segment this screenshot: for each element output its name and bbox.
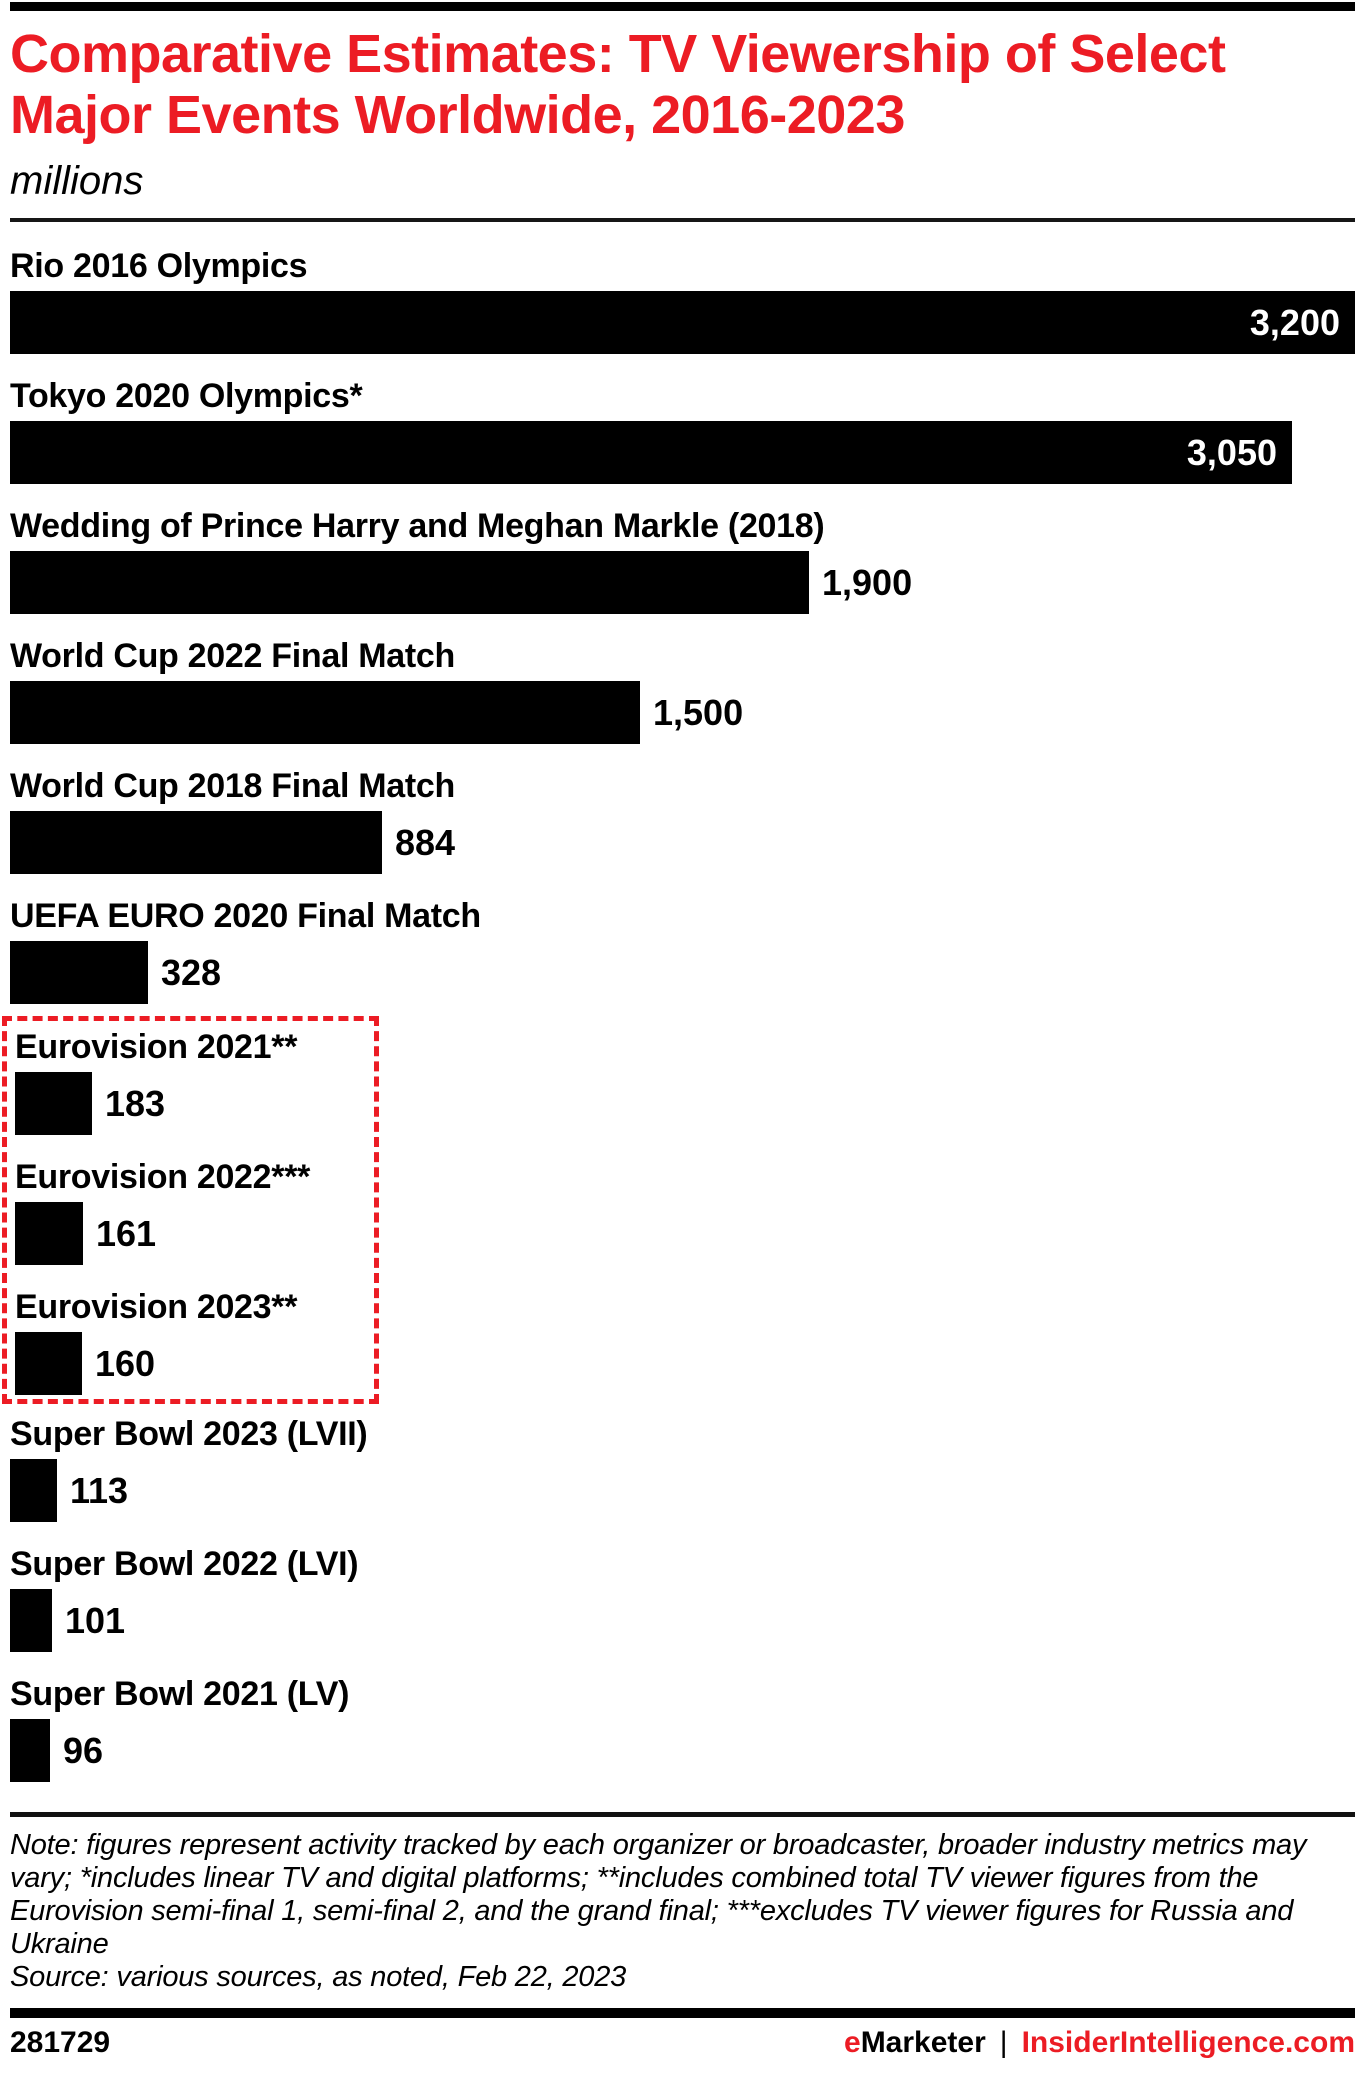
bar-value: 113	[70, 1469, 129, 1511]
bottom-rule-bar	[10, 2008, 1355, 2018]
bar-row: Rio 2016 Olympics 3,200	[10, 248, 1355, 354]
bar-category-label: Tokyo 2020 Olympics*	[10, 377, 363, 415]
bar	[10, 681, 640, 744]
bar-category-label: Eurovision 2022***	[15, 1158, 311, 1196]
bar-value: 101	[65, 1599, 126, 1641]
bar-row: Super Bowl 2022 (LVI) 101	[10, 1546, 1355, 1652]
bar	[10, 1589, 52, 1652]
bar-value: 1,500	[653, 691, 744, 733]
bar-value: 160	[95, 1342, 156, 1384]
bar-row: UEFA EURO 2020 Final Match 328	[10, 898, 1355, 1004]
bar-row: Super Bowl 2023 (LVII) 113	[10, 1416, 1355, 1522]
bar	[10, 941, 148, 1004]
bar-category-label: Wedding of Prince Harry and Meghan Markl…	[10, 507, 825, 545]
footer-row: 281729 eMarketer | InsiderIntelligence.c…	[10, 2026, 1355, 2060]
bar-category-label: Eurovision 2021**	[15, 1028, 298, 1066]
chart-title: Comparative Estimates: TV Viewership of …	[10, 24, 1226, 145]
bar-value: 884	[395, 821, 456, 863]
bar-row: Super Bowl 2021 (LV) 96	[10, 1676, 1355, 1782]
chart-id: 281729	[10, 2026, 111, 2059]
emarketer-logo: eMarketer	[844, 2026, 986, 2060]
bar	[15, 1202, 83, 1265]
bar	[10, 551, 809, 614]
bar	[10, 811, 382, 874]
bar-row: Eurovision 2021** 183	[15, 1029, 364, 1135]
bar-line: 113	[10, 1459, 1355, 1522]
source-text: Source: various sources, as noted, Feb 2…	[10, 1961, 627, 1993]
eurovision-highlight-box: Eurovision 2021** 183 Eurovision 2022*** 16…	[2, 1016, 379, 1404]
bar-category-label: Super Bowl 2023 (LVII)	[10, 1415, 368, 1453]
bar	[15, 1332, 82, 1395]
bar	[10, 1719, 50, 1782]
header-divider	[10, 218, 1355, 222]
bar-line: 96	[10, 1719, 1355, 1782]
top-rule-bar	[10, 2, 1355, 11]
bar-category-label: Rio 2016 Olympics	[10, 247, 308, 285]
insider-intelligence-link[interactable]: InsiderIntelligence.com	[1021, 2026, 1355, 2059]
bar-line: 3,200	[10, 291, 1355, 354]
bar-line: 3,050	[10, 421, 1355, 484]
bar-value: 161	[96, 1212, 157, 1254]
bar-value: 328	[161, 951, 222, 993]
bar-row: Tokyo 2020 Olympics* 3,050	[10, 378, 1355, 484]
bar-row: Eurovision 2023** 160	[15, 1289, 364, 1395]
bar-line: 328	[10, 941, 1355, 1004]
bar-line: 1,900	[10, 551, 1355, 614]
bar-line: 1,500	[10, 681, 1355, 744]
bar-value: 3,200	[1249, 301, 1340, 343]
bar-row: World Cup 2018 Final Match 884	[10, 768, 1355, 874]
bar: 3,050	[10, 421, 1292, 484]
bar-line: 101	[10, 1589, 1355, 1652]
bar-line: 160	[15, 1332, 364, 1395]
bar-row: World Cup 2022 Final Match 1,500	[10, 638, 1355, 744]
bar-category-label: World Cup 2018 Final Match	[10, 767, 455, 805]
note-text: Note: figures represent activity tracked…	[10, 1829, 1307, 1960]
bar-value: 183	[105, 1082, 166, 1124]
brand-lockup: eMarketer | InsiderIntelligence.com	[844, 2026, 1355, 2060]
emarketer-logo-e: e	[844, 2026, 861, 2059]
bar-rows-main: Rio 2016 Olympics 3,200 Tokyo 2020 Olympic…	[10, 248, 1355, 1004]
bar-line: 884	[10, 811, 1355, 874]
bar-row: Wedding of Prince Harry and Meghan Markl…	[10, 508, 1355, 614]
bar-line: 183	[15, 1072, 364, 1135]
bar-value: 3,050	[1186, 431, 1277, 473]
bar	[10, 1459, 57, 1522]
chart-unit-subtitle: millions	[10, 159, 144, 203]
bar-category-label: Eurovision 2023**	[15, 1288, 298, 1326]
bar-category-label: World Cup 2022 Final Match	[10, 637, 455, 675]
bar-value: 1,900	[822, 561, 913, 603]
bar	[15, 1072, 92, 1135]
brand-separator: |	[999, 2026, 1008, 2059]
emarketer-logo-rest: Marketer	[860, 2026, 986, 2059]
bar-line: 161	[15, 1202, 364, 1265]
bar-category-label: Super Bowl 2022 (LVI)	[10, 1545, 359, 1583]
bar: 3,200	[10, 291, 1355, 354]
bar-rows-bottom: Super Bowl 2023 (LVII) 113 Super Bowl 2022…	[10, 1416, 1355, 1782]
bar-row: Eurovision 2022*** 161	[15, 1159, 364, 1265]
footer-divider	[10, 1812, 1355, 1817]
bar-category-label: Super Bowl 2021 (LV)	[10, 1675, 350, 1713]
bar-value: 96	[63, 1729, 104, 1771]
bar-category-label: UEFA EURO 2020 Final Match	[10, 897, 481, 935]
